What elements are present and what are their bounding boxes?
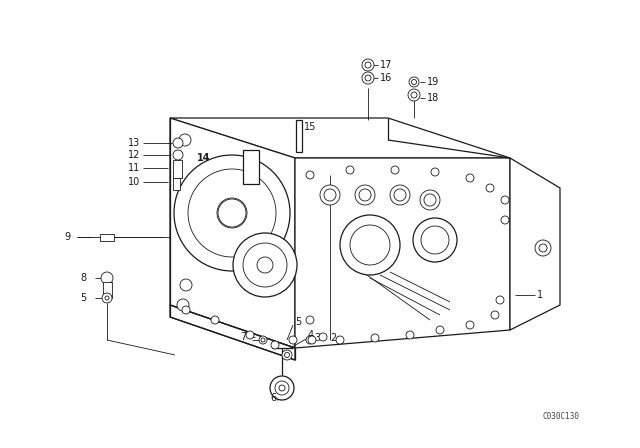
Circle shape — [362, 72, 374, 84]
Text: 11: 11 — [128, 163, 140, 173]
Circle shape — [289, 336, 297, 344]
Circle shape — [324, 189, 336, 201]
Text: 4: 4 — [308, 330, 314, 340]
Circle shape — [306, 316, 314, 324]
Circle shape — [431, 168, 439, 176]
Circle shape — [177, 299, 189, 311]
Circle shape — [180, 279, 192, 291]
Circle shape — [413, 218, 457, 262]
Circle shape — [359, 189, 371, 201]
Circle shape — [285, 353, 289, 358]
Text: 3: 3 — [314, 333, 320, 343]
Circle shape — [408, 89, 420, 101]
Circle shape — [340, 215, 400, 275]
Circle shape — [420, 190, 440, 210]
Circle shape — [371, 334, 379, 342]
Circle shape — [390, 185, 410, 205]
Circle shape — [409, 77, 419, 87]
Circle shape — [421, 226, 449, 254]
Circle shape — [355, 185, 375, 205]
Circle shape — [306, 171, 314, 179]
Bar — [296, 120, 302, 152]
Polygon shape — [295, 158, 510, 348]
Circle shape — [496, 296, 504, 304]
Circle shape — [539, 244, 547, 252]
Circle shape — [173, 138, 183, 148]
Text: 5: 5 — [80, 293, 86, 303]
Text: C030C130: C030C130 — [542, 412, 579, 421]
Text: 19: 19 — [427, 77, 439, 87]
Circle shape — [391, 166, 399, 174]
Text: 10: 10 — [128, 177, 140, 187]
Polygon shape — [510, 158, 560, 330]
Text: 15: 15 — [304, 122, 316, 132]
Circle shape — [336, 336, 344, 344]
Circle shape — [182, 306, 190, 314]
Text: 16: 16 — [380, 73, 392, 83]
Circle shape — [211, 316, 219, 324]
Bar — [103, 282, 112, 298]
Circle shape — [466, 174, 474, 182]
Circle shape — [466, 321, 474, 329]
Circle shape — [271, 341, 279, 349]
Circle shape — [346, 166, 354, 174]
Bar — [173, 160, 182, 178]
Circle shape — [406, 331, 414, 339]
Circle shape — [279, 385, 285, 391]
Circle shape — [101, 272, 113, 284]
Text: 1: 1 — [537, 290, 543, 300]
Text: 9: 9 — [64, 232, 70, 242]
Text: 18: 18 — [427, 93, 439, 103]
Circle shape — [412, 79, 417, 85]
Text: 14: 14 — [197, 153, 211, 163]
Circle shape — [102, 293, 112, 303]
Circle shape — [308, 336, 316, 344]
Circle shape — [243, 243, 287, 287]
Circle shape — [424, 194, 436, 206]
Circle shape — [270, 376, 294, 400]
Text: 13: 13 — [128, 138, 140, 148]
Text: 2: 2 — [330, 333, 336, 343]
Circle shape — [350, 225, 390, 265]
Circle shape — [179, 134, 191, 146]
Circle shape — [282, 350, 292, 360]
Circle shape — [362, 59, 374, 71]
Circle shape — [411, 92, 417, 98]
Circle shape — [174, 155, 290, 271]
Circle shape — [491, 311, 499, 319]
Circle shape — [365, 75, 371, 81]
Polygon shape — [170, 118, 295, 348]
Text: 8: 8 — [80, 273, 86, 283]
Text: 6: 6 — [270, 393, 276, 403]
Circle shape — [105, 296, 109, 300]
Circle shape — [394, 189, 406, 201]
Text: 12: 12 — [128, 150, 140, 160]
Bar — [243, 150, 259, 184]
Polygon shape — [170, 118, 510, 158]
Bar — [100, 234, 114, 241]
Circle shape — [261, 338, 265, 342]
Circle shape — [306, 336, 314, 344]
Circle shape — [501, 196, 509, 204]
Circle shape — [320, 185, 340, 205]
Circle shape — [535, 240, 551, 256]
Text: 7: 7 — [240, 332, 246, 342]
Polygon shape — [170, 305, 295, 360]
Text: 5: 5 — [295, 317, 301, 327]
Circle shape — [365, 62, 371, 68]
Circle shape — [257, 257, 273, 273]
Circle shape — [246, 331, 254, 339]
Text: 17: 17 — [380, 60, 392, 70]
Circle shape — [436, 326, 444, 334]
Circle shape — [218, 199, 246, 227]
Circle shape — [486, 184, 494, 192]
Circle shape — [319, 333, 327, 341]
Circle shape — [501, 216, 509, 224]
Circle shape — [173, 150, 183, 160]
Circle shape — [275, 381, 289, 395]
Circle shape — [188, 169, 276, 257]
Circle shape — [233, 233, 297, 297]
Bar — [173, 178, 180, 190]
Circle shape — [259, 336, 267, 344]
